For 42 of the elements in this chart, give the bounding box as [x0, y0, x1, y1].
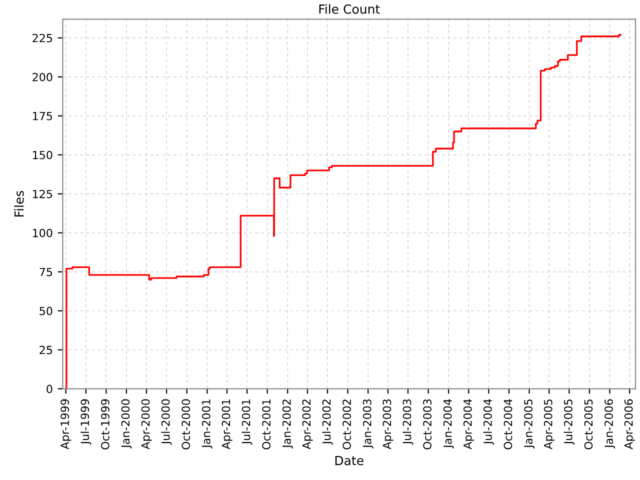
x-tick-label: Jan-2004 — [443, 399, 454, 449]
x-tick-label: Apr-2005 — [544, 399, 554, 450]
x-tick-label: Jan-2005 — [524, 399, 535, 449]
x-tick-label: Oct-1999 — [100, 399, 110, 450]
x-tick-label: Jan-2000 — [121, 399, 132, 449]
x-tick-label: Apr-2003 — [382, 399, 394, 450]
x-tick-label: Jul-2000 — [161, 399, 172, 445]
x-tick-label: Oct-2001 — [262, 400, 271, 450]
x-tick-label: Jul-2002 — [322, 400, 333, 445]
y-tick-label: 0 — [46, 384, 52, 394]
x-tick-label: Apr-2006 — [624, 399, 635, 450]
x-tick-label: Apr-2002 — [302, 400, 313, 450]
x-tick-label: Jan-2002 — [282, 400, 293, 449]
x-tick-label: Apr-2001 — [222, 400, 232, 450]
x-tick-label: Apr-1999 — [60, 399, 72, 450]
x-axis-title: Date — [335, 456, 364, 466]
x-tick-label: Jul-2004 — [483, 399, 494, 445]
x-tick-label: Jul-2005 — [564, 399, 574, 445]
x-tick-label: Jan-2003 — [362, 399, 374, 449]
x-tick-label: Apr-2004 — [463, 399, 474, 450]
x-tick-label: Jul-2003 — [402, 399, 414, 445]
y-tick-label: 25 — [40, 346, 52, 354]
y-tick-label: 175 — [33, 112, 52, 120]
y-tick-label: 150 — [33, 150, 52, 160]
y-axis-title: Files — [14, 190, 24, 216]
x-tick-label: Oct-2002 — [342, 400, 352, 450]
y-tick-label: 225 — [32, 34, 52, 42]
x-tick-label: Oct-2003 — [423, 399, 432, 450]
x-tick-label: Jul-1999 — [80, 399, 92, 445]
x-tick-label: Oct-2000 — [182, 399, 190, 450]
y-tick-label: 100 — [33, 228, 52, 238]
x-tick-label: Oct-2005 — [584, 399, 593, 450]
y-tick-label: 200 — [32, 72, 52, 82]
x-tick-label: Jan-2001 — [202, 400, 212, 449]
chart-title: File Count — [319, 4, 380, 14]
x-tick-label: Jan-2006 — [604, 399, 616, 449]
y-tick-label: 50 — [40, 306, 52, 316]
y-tick-label: 125 — [33, 190, 52, 198]
x-tick-label: Apr-2000 — [141, 399, 152, 450]
y-tick-label: 75 — [40, 268, 52, 276]
x-tick-label: Oct-2004 — [504, 399, 512, 450]
x-tick-label: Jul-2001 — [242, 400, 252, 445]
